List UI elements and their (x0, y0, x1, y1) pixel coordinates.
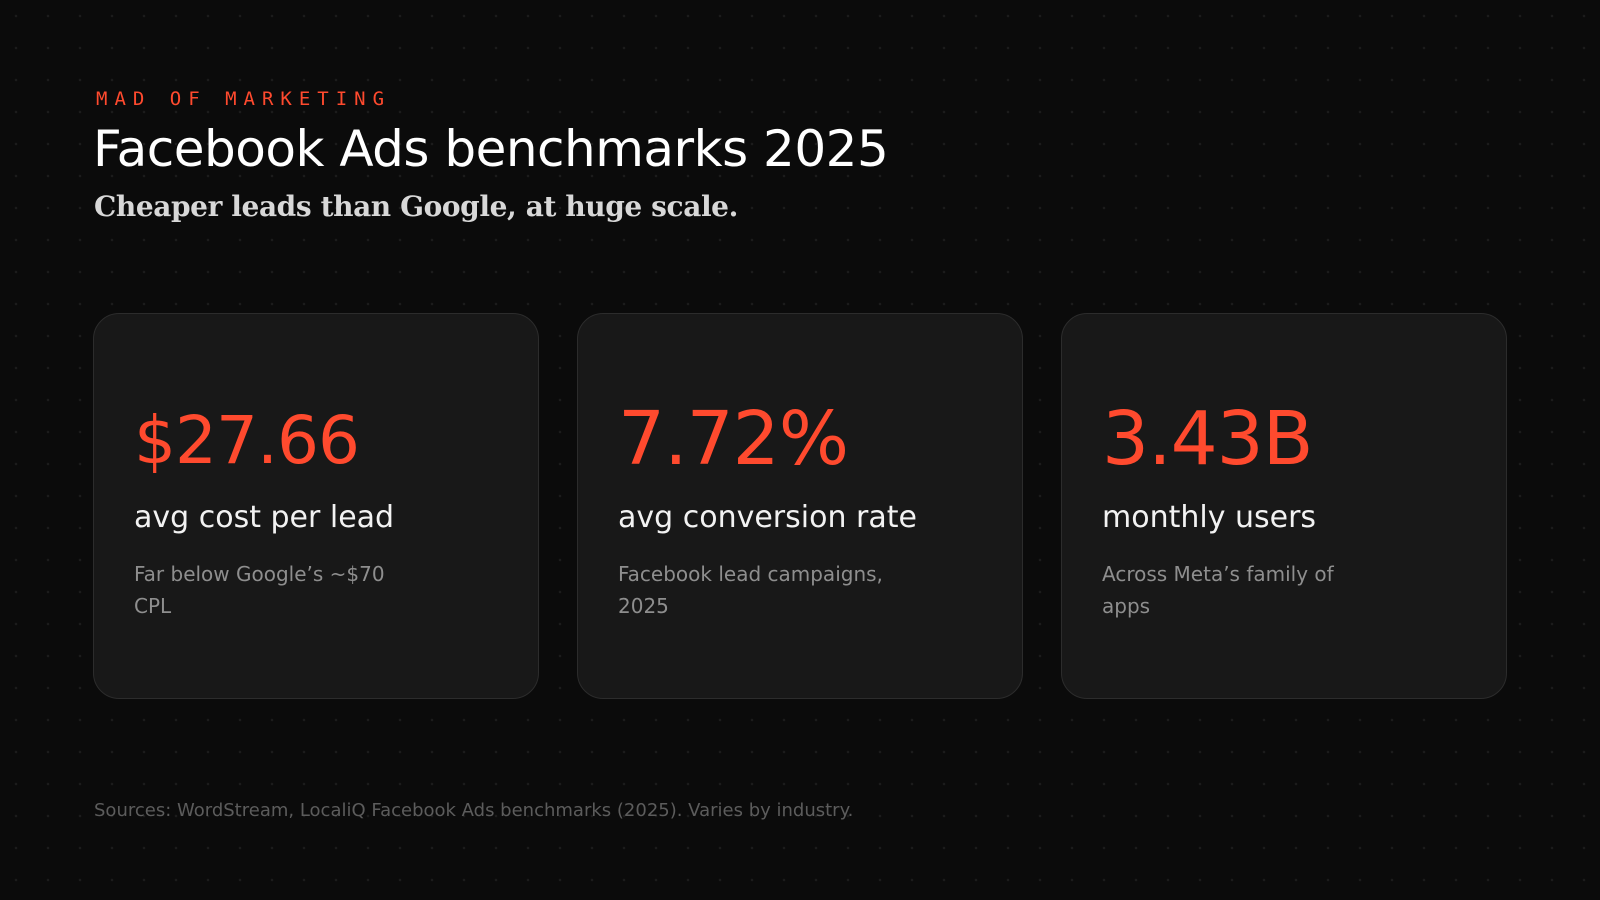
page-title: Facebook Ads benchmarks 2025 (93, 120, 889, 178)
stat-label: avg conversion rate (618, 500, 917, 535)
stat-value: 7.72% (618, 396, 849, 482)
eyebrow-label: MAD OF MARKETING (96, 88, 392, 110)
stat-label: monthly users (1102, 500, 1317, 535)
stat-label: avg cost per lead (134, 500, 395, 535)
stat-note: Across Meta’s family of apps (1102, 562, 1334, 618)
stat-note: Far below Google’s ~$70 CPL (134, 562, 385, 618)
stat-note: Facebook lead campaigns, 2025 (618, 562, 883, 618)
stat-value: 3.43B (1102, 396, 1314, 482)
stat-card-monthly-users: 3.43B monthly users Across Meta’s family… (1061, 313, 1507, 699)
sources-footnote: Sources: WordStream, LocaliQ Facebook Ad… (94, 800, 854, 821)
stat-card-conversion-rate: 7.72% avg conversion rate Facebook lead … (577, 313, 1023, 699)
stat-cards: $27.66 avg cost per lead Far below Googl… (93, 313, 1507, 699)
page-subtitle: Cheaper leads than Google, at huge scale… (94, 190, 738, 223)
stat-value: $27.66 (134, 402, 360, 479)
stat-card-cost-per-lead: $27.66 avg cost per lead Far below Googl… (93, 313, 539, 699)
